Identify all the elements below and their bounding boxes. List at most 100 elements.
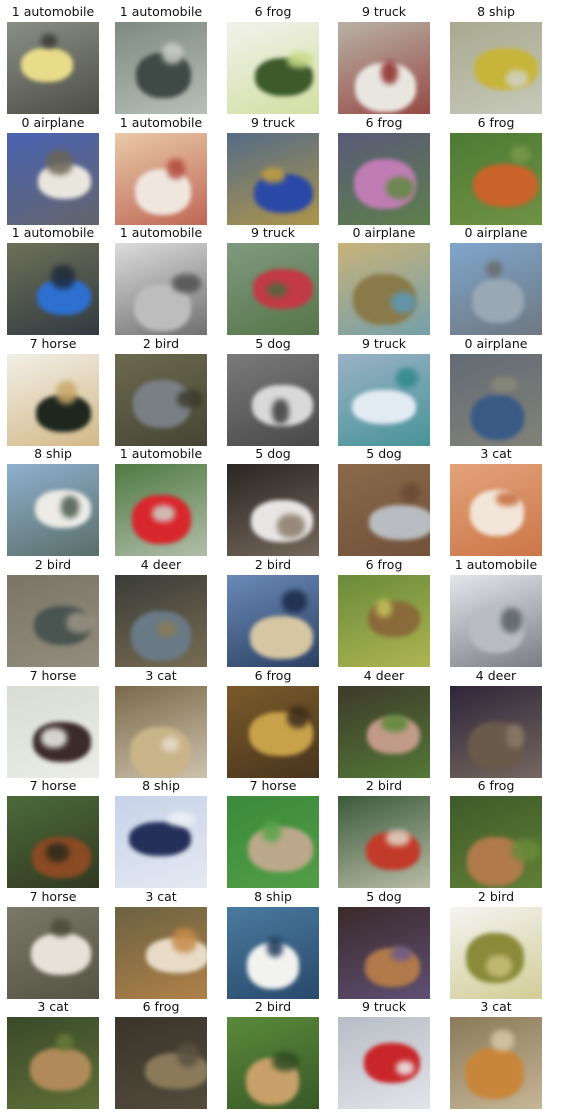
grid-cell: 1 automobile bbox=[106, 223, 216, 335]
cell-label: 1 automobile bbox=[119, 115, 203, 130]
cell-label: 6 frog bbox=[142, 999, 180, 1014]
cell-thumbnail bbox=[115, 575, 207, 667]
subject-shape bbox=[472, 279, 524, 323]
detail-shape bbox=[267, 283, 287, 297]
detail-shape bbox=[287, 52, 313, 68]
cell-label: 5 dog bbox=[255, 446, 291, 461]
grid-cell: 5 dog bbox=[218, 334, 328, 446]
subject-shape bbox=[471, 395, 524, 440]
cell-label: 0 airplane bbox=[464, 336, 528, 351]
cell-thumbnail bbox=[450, 243, 542, 335]
grid-cell: 9 truck bbox=[329, 2, 439, 114]
subject-shape bbox=[30, 1048, 91, 1091]
cell-label: 8 ship bbox=[477, 4, 515, 19]
cell-thumbnail bbox=[227, 243, 319, 335]
grid-cell: 0 airplane bbox=[329, 223, 439, 335]
detail-shape bbox=[46, 150, 73, 175]
grid-cell: 2 bird bbox=[218, 997, 328, 1109]
grid-cell: 9 truck bbox=[329, 334, 439, 446]
cell-thumbnail bbox=[338, 22, 430, 114]
detail-shape bbox=[51, 265, 75, 289]
detail-shape bbox=[41, 34, 57, 48]
cell-thumbnail bbox=[115, 796, 207, 888]
cell-thumbnail bbox=[7, 243, 99, 335]
detail-shape bbox=[396, 1061, 414, 1075]
cell-label: 9 truck bbox=[361, 999, 406, 1014]
detail-shape bbox=[491, 1030, 514, 1051]
detail-shape bbox=[267, 937, 283, 957]
detail-shape bbox=[391, 946, 412, 961]
detail-shape bbox=[157, 621, 177, 637]
grid-cell: 4 deer bbox=[106, 555, 216, 667]
cell-thumbnail bbox=[227, 686, 319, 778]
grid-cell: 0 airplane bbox=[441, 334, 551, 446]
subject-shape bbox=[474, 48, 538, 90]
detail-shape bbox=[506, 724, 524, 748]
cell-label: 7 horse bbox=[29, 336, 77, 351]
cell-thumbnail bbox=[7, 907, 99, 999]
cell-thumbnail bbox=[227, 354, 319, 446]
detail-shape bbox=[501, 608, 522, 633]
detail-shape bbox=[381, 61, 398, 84]
subject-shape bbox=[369, 505, 430, 540]
detail-shape bbox=[287, 706, 309, 728]
cell-label: 3 cat bbox=[145, 889, 177, 904]
detail-shape bbox=[56, 381, 77, 404]
grid-cell: 3 cat bbox=[441, 444, 551, 556]
grid-cell: 2 bird bbox=[441, 887, 551, 999]
grid-cell: 1 automobile bbox=[106, 113, 216, 225]
grid-cell: 9 truck bbox=[218, 113, 328, 225]
grid-cell: 3 cat bbox=[106, 887, 216, 999]
detail-shape bbox=[177, 390, 203, 408]
detail-shape bbox=[272, 1052, 299, 1071]
cell-label: 9 truck bbox=[250, 115, 295, 130]
detail-shape bbox=[277, 514, 305, 538]
subject-shape bbox=[473, 164, 538, 207]
detail-shape bbox=[177, 1043, 199, 1067]
cell-label: 1 automobile bbox=[119, 4, 203, 19]
grid-cell: 5 dog bbox=[329, 444, 439, 556]
subject-shape bbox=[130, 727, 191, 778]
cell-thumbnail bbox=[115, 464, 207, 556]
grid-cell: 1 automobile bbox=[106, 2, 216, 114]
grid-cell: 7 horse bbox=[0, 334, 108, 446]
subject-shape bbox=[129, 822, 191, 856]
cell-label: 0 airplane bbox=[464, 225, 528, 240]
cell-thumbnail bbox=[450, 575, 542, 667]
grid-cell: 2 bird bbox=[329, 776, 439, 888]
grid-cell: 6 frog bbox=[218, 2, 328, 114]
cell-label: 9 truck bbox=[361, 4, 406, 19]
grid-cell: 6 frog bbox=[329, 113, 439, 225]
cell-thumbnail bbox=[115, 22, 207, 114]
cell-label: 6 frog bbox=[365, 115, 403, 130]
cell-label: 7 horse bbox=[249, 778, 297, 793]
grid-cell: 6 frog bbox=[218, 666, 328, 778]
cell-label: 6 frog bbox=[477, 115, 515, 130]
cell-thumbnail bbox=[338, 907, 430, 999]
cell-label: 3 cat bbox=[480, 446, 512, 461]
detail-shape bbox=[486, 261, 502, 277]
cell-label: 7 horse bbox=[29, 889, 77, 904]
detail-shape bbox=[511, 839, 540, 862]
grid-cell: 1 automobile bbox=[0, 223, 108, 335]
subject-shape bbox=[465, 1048, 524, 1099]
cell-thumbnail bbox=[338, 1017, 430, 1109]
subject-shape bbox=[250, 616, 313, 659]
cell-label: 8 ship bbox=[142, 778, 180, 793]
cell-thumbnail bbox=[227, 22, 319, 114]
cell-thumbnail bbox=[115, 1017, 207, 1109]
detail-shape bbox=[162, 737, 179, 752]
grid-cell: 0 airplane bbox=[0, 113, 108, 225]
cell-thumbnail bbox=[227, 464, 319, 556]
grid-cell: 2 bird bbox=[106, 334, 216, 446]
cell-thumbnail bbox=[7, 464, 99, 556]
detail-shape bbox=[491, 377, 518, 392]
cell-thumbnail bbox=[115, 133, 207, 225]
detail-shape bbox=[396, 368, 418, 388]
cell-label: 2 bird bbox=[34, 557, 72, 572]
grid-cell: 6 frog bbox=[441, 776, 551, 888]
detail-shape bbox=[381, 715, 408, 732]
grid-cell: 8 ship bbox=[441, 2, 551, 114]
detail-shape bbox=[56, 1034, 73, 1051]
cell-label: 2 bird bbox=[365, 778, 403, 793]
